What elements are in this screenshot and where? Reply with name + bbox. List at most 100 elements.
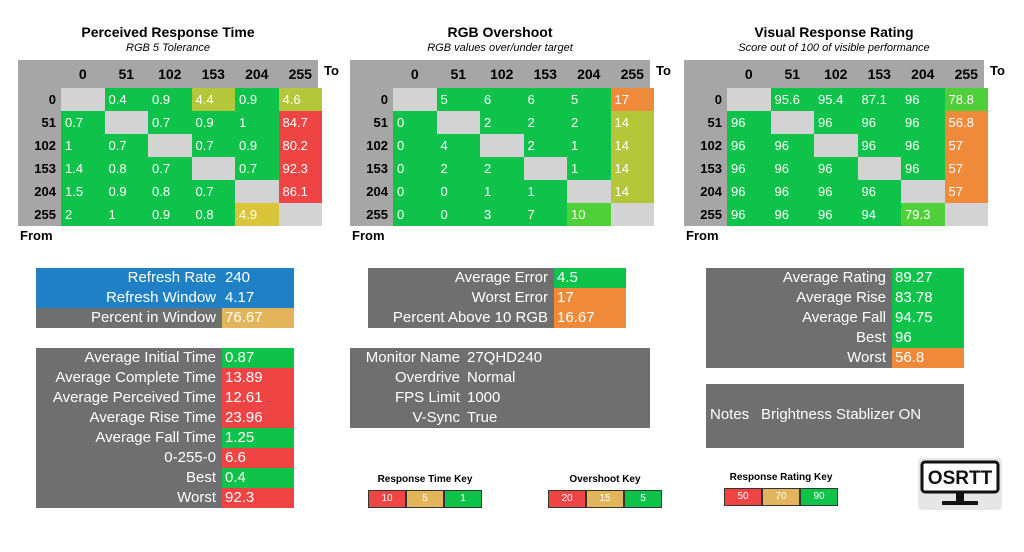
heatmap-cell: 2: [480, 157, 524, 180]
row-header: 255: [700, 207, 722, 222]
refresh-panel: Refresh Rate 240 Refresh Window 4.17 Percent…: [36, 268, 294, 328]
row-header: 102: [34, 138, 56, 153]
heatmap-cell: 92.3: [278, 157, 322, 180]
stat-value: 12.61: [222, 388, 294, 408]
heatmap-cell: 96: [857, 134, 901, 157]
stat-value: 94.75: [892, 308, 964, 328]
to-label: To: [324, 63, 339, 78]
key-swatch: 5: [406, 490, 444, 508]
column-header: 204: [577, 66, 601, 82]
heatmap-cell: [480, 134, 524, 157]
heatmap-cell: 96: [770, 157, 814, 180]
ratings-panel: Average Rating 89.27 Average Rise 83.78 Aver…: [706, 268, 964, 368]
stat-label: 0-255-0: [164, 449, 216, 466]
heatmap-cell: 1: [567, 134, 611, 157]
heatmap-cell: 6: [480, 88, 524, 111]
table-subtitle: Score out of 100 of visible performance: [738, 42, 930, 54]
heatmap-cell: [235, 180, 279, 203]
heatmap-cell: 0.9: [148, 88, 192, 111]
heatmap-cell: 0.9: [191, 111, 235, 134]
key-title: Overshoot Key: [569, 474, 641, 485]
heatmap-cell: [104, 111, 148, 134]
row-header: 0: [48, 92, 56, 107]
stat-value: 16.67: [554, 308, 626, 328]
heatmap-grid: 0 51 102 153 204 255 0 5 6 6 5 17 51 0 2 2 2 14 102 0 4 2 1 14 1…: [350, 60, 654, 226]
column-header: 51: [118, 66, 135, 82]
key-swatch: 10: [368, 490, 406, 508]
heatmap-cell: 0: [393, 157, 437, 180]
row-header: 153: [34, 161, 56, 176]
heatmap-cell: 0.7: [104, 134, 148, 157]
monitor-label: Overdrive: [394, 369, 460, 386]
heatmap-cell: 0: [393, 203, 437, 226]
heatmap-cell: 96: [857, 180, 901, 203]
heatmap-cell: 1: [567, 157, 611, 180]
to-label: To: [990, 63, 1005, 78]
row-header: 204: [366, 184, 388, 199]
to-label: To: [656, 63, 671, 78]
stat-label: Average Rise: [796, 289, 886, 306]
heatmap-cell: 2: [567, 111, 611, 134]
column-header: 255: [954, 66, 978, 82]
column-header: 204: [245, 66, 269, 82]
key-swatch: 1: [444, 490, 482, 508]
stat-label: Worst: [847, 349, 886, 366]
key-swatch: 5: [624, 490, 662, 508]
heatmap-cell: [278, 203, 322, 226]
stat-value: 6.6: [222, 448, 294, 468]
heatmap-cell: 96: [814, 180, 858, 203]
column-header: 51: [450, 66, 467, 82]
monitor-label: V-Sync: [412, 409, 460, 426]
stat-label: Average Complete Time: [55, 369, 216, 386]
heatmap-cell: 0.9: [235, 88, 279, 111]
heatmap-cell: 0.8: [104, 157, 148, 180]
heatmap-cell: 17: [610, 88, 654, 111]
row-header: 51: [707, 115, 722, 130]
heatmap-cell: 95.6: [770, 88, 814, 111]
stat-value: 0.4: [222, 468, 294, 488]
heatmap-cell: 1: [523, 180, 567, 203]
heatmap-cell: 1: [235, 111, 279, 134]
row-header: 102: [700, 138, 722, 153]
heatmap-cell: [148, 134, 192, 157]
stat-value: 89.27: [892, 268, 964, 288]
heatmap-cell: 57: [944, 157, 988, 180]
heatmap-cell: 79.3: [901, 203, 945, 226]
column-header: 255: [620, 66, 644, 82]
table-title: RGB Overshoot: [447, 24, 553, 40]
heatmap-cell: [727, 88, 771, 111]
heatmap-cell: 96: [901, 111, 945, 134]
heatmap-cell: 14: [610, 134, 654, 157]
row-header: 204: [700, 184, 722, 199]
heatmap-cell: [523, 157, 567, 180]
row-header: 51: [41, 115, 56, 130]
heatmap-cell: 96: [727, 157, 771, 180]
heatmap-cell: 0: [393, 111, 437, 134]
logo-text: OSRTT: [928, 468, 993, 489]
heatmap-cell: 0.4: [104, 88, 148, 111]
row-header: 0: [714, 92, 722, 107]
heatmap-cell: 3: [480, 203, 524, 226]
heatmap-cell: 0.7: [191, 134, 235, 157]
notes-panel: Notes Brightness Stablizer ON: [706, 384, 964, 448]
heatmap-cell: 96: [770, 180, 814, 203]
heatmap-grid: 0 51 102 153 204 255 0 0.4 0.9 4.4 0.9 4.6 51 0.7 0.7 0…: [18, 60, 322, 226]
table-subtitle: RGB values over/under target: [427, 42, 573, 54]
heatmap-cell: 0.9: [235, 134, 279, 157]
heatmap-cell: 1.4: [61, 157, 105, 180]
from-label: From: [352, 228, 385, 243]
stat-value: 0.87: [222, 348, 294, 368]
stat-label: Average Error: [454, 269, 548, 286]
heatmap-cell: 4: [436, 134, 480, 157]
key-title: Response Rating Key: [729, 472, 833, 483]
row-header: 204: [34, 184, 56, 199]
heatmap-cell: 57: [944, 180, 988, 203]
stat-label: Average Perceived Time: [52, 389, 216, 406]
heatmap-cell: 14: [610, 157, 654, 180]
stat-value: 4.17: [222, 288, 294, 308]
stat-value: 83.78: [892, 288, 964, 308]
heatmap-cell: 96: [770, 203, 814, 226]
heatmap-cell: 57: [944, 134, 988, 157]
stat-value: 56.8: [892, 348, 964, 368]
table-title: Visual Response Rating: [754, 24, 914, 40]
